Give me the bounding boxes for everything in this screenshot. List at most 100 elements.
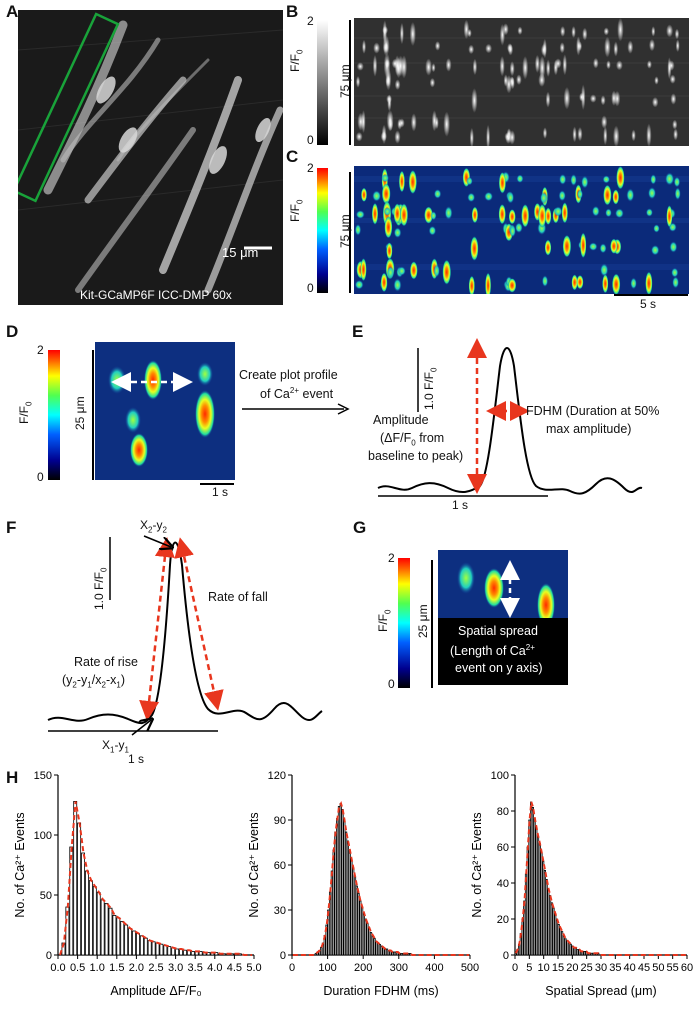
histogram-bar [378, 944, 382, 956]
histogram-bar [385, 948, 389, 956]
histogram-bar [366, 923, 369, 956]
histogram-bar [592, 952, 595, 956]
x-tick-label: 0.5 [70, 962, 85, 974]
histogram-bar [521, 918, 524, 956]
ca-event-spot [394, 130, 401, 144]
ca-event-spot [428, 225, 437, 236]
ca-event-spot [499, 23, 505, 46]
ca-event-spot [397, 266, 406, 276]
box-label-2: (Length of Ca2+ [450, 643, 535, 659]
ca-event-spot [486, 124, 491, 146]
ca-event-spot [400, 55, 408, 79]
ca-event-spot [571, 274, 578, 291]
ca-event-spot [589, 94, 597, 103]
ca-event-spot [562, 234, 572, 258]
ca-event-spot [466, 176, 473, 186]
histogram-bar [104, 902, 109, 956]
x-tick-label: 30 [595, 962, 607, 974]
colorbar-d [48, 350, 94, 480]
amp-label-3: baseline to peak) [368, 449, 464, 463]
histogram-bar [564, 938, 567, 956]
ca-event-spot [386, 266, 395, 279]
ca-event-spot [383, 207, 391, 216]
ca-event-spot [645, 208, 653, 217]
ca-event-spot [355, 75, 361, 88]
ca-event-spot [384, 216, 393, 239]
fit-curve [59, 801, 252, 956]
panel-label-a: A [6, 2, 19, 21]
yscale-e: 1.0 F/F0 [422, 367, 439, 410]
histogram-bar [139, 935, 144, 956]
ca-event-spot [541, 43, 547, 57]
ca-event-spot [572, 126, 577, 143]
ca-event-spot [506, 191, 515, 204]
colorbar-d-bottom: 0 [37, 470, 44, 484]
histogram-bar [576, 949, 579, 956]
histogram-bar [190, 950, 195, 956]
ca-event-spot [672, 276, 679, 289]
ca-event-spot [651, 245, 660, 256]
box-label-1: Spatial spread [458, 624, 538, 638]
x-tick-label: 3.5 [188, 962, 203, 974]
histogram-amplitude: 0 50 100 150 0.0 0.5 1.0 1.5 2.0 2.5 3.0 3.5 4.0 4.5 5… [13, 770, 262, 998]
ca-event-spot [424, 206, 433, 224]
histogram-bar [163, 944, 168, 956]
colorbar-c-title: F/F0 [288, 199, 305, 222]
box-label-3: event on y axis) [455, 661, 543, 675]
histogram-bar [550, 902, 553, 956]
ca-event-spot [581, 175, 589, 189]
colorbar-b-bottom: 0 [307, 133, 314, 147]
histogram-bar [336, 818, 339, 956]
histogram-bar [327, 909, 330, 956]
histogram-bar [100, 899, 105, 956]
ca-event-spot [538, 203, 547, 228]
histogram-bar [590, 952, 593, 956]
panel-label-b: B [286, 2, 299, 21]
panel-label-c: C [286, 147, 299, 166]
ca-event-spot [507, 43, 514, 56]
x-tick-label: 15 [552, 962, 564, 974]
ca-event-spot [468, 275, 475, 294]
ca-event-spot [558, 190, 566, 202]
histogram-bar [328, 891, 332, 956]
histogram-bar [108, 907, 113, 956]
x-tick-label: 55 [667, 962, 679, 974]
ca-event-spot [612, 189, 620, 205]
histogram-bar [393, 951, 396, 956]
histogram-bar [341, 809, 344, 956]
histogram-bar [567, 941, 571, 956]
ca-event-spot [561, 202, 568, 224]
histogram-bar [155, 942, 160, 956]
histogram-bar [112, 914, 117, 956]
ca-event-spot [372, 54, 378, 77]
ca-event-spot [646, 123, 652, 146]
ca-event-spot [394, 55, 401, 76]
x-tick-label: 4.0 [207, 962, 222, 974]
ca-event-spot [576, 275, 584, 290]
ca-event-spot [516, 174, 524, 183]
ca-event-spot [471, 206, 479, 224]
histogram-bar [353, 876, 357, 956]
kymograph-c [354, 166, 689, 294]
histogram-bar [569, 943, 572, 956]
ca-event-spot [468, 44, 475, 55]
ca-event-spot [646, 60, 652, 69]
y-tick-label: 30 [274, 905, 286, 917]
histogram-bar [369, 932, 373, 956]
scale-bar-a-label: 15 μm [222, 245, 259, 260]
histogram-bar [545, 879, 548, 956]
histogram-bar [561, 931, 564, 956]
histogram-bar [206, 952, 211, 956]
fdhm-label-1: FDHM (Duration at 50% [526, 404, 660, 418]
x-tick-label: 4.5 [227, 962, 242, 974]
ca-event-spot [559, 174, 567, 185]
ca-event-spot [673, 176, 681, 188]
x-tick-label: 5 [526, 962, 532, 974]
ca-event-spot [384, 59, 390, 68]
histogram-bar [557, 923, 560, 956]
histogram-bar [344, 831, 348, 956]
ca-event-spot [485, 272, 492, 294]
x-tick-label: 10 [538, 962, 550, 974]
histogram-bar [533, 817, 536, 956]
